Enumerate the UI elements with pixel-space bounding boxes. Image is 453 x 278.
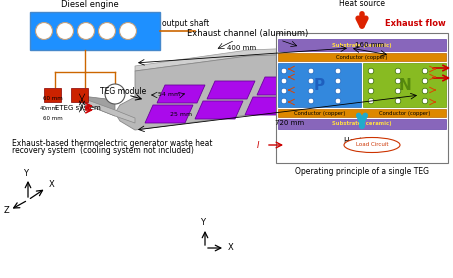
Text: Operating principle of a single TEG: Operating principle of a single TEG [295, 167, 429, 176]
Circle shape [105, 84, 125, 104]
Text: Heat Sink: Heat Sink [343, 137, 381, 146]
Polygon shape [115, 52, 425, 130]
Ellipse shape [344, 138, 400, 153]
Circle shape [98, 23, 116, 39]
Text: 160 mm: 160 mm [355, 42, 385, 48]
Polygon shape [157, 85, 205, 103]
Text: Exhaust channel (aluminum): Exhaust channel (aluminum) [188, 29, 308, 38]
Text: Y: Y [201, 218, 206, 227]
Bar [278, 53, 446, 61]
Bar [71, 88, 88, 102]
Bar [278, 63, 361, 107]
Circle shape [368, 68, 374, 74]
Text: Heat source: Heat source [339, 0, 385, 8]
Circle shape [335, 78, 341, 84]
Circle shape [120, 23, 136, 39]
Bar [278, 109, 446, 117]
Circle shape [281, 98, 287, 104]
Text: Load Circuit: Load Circuit [356, 143, 388, 148]
Bar [278, 39, 446, 51]
Bar [44, 88, 61, 102]
Circle shape [422, 88, 428, 94]
Circle shape [308, 88, 314, 94]
Text: Y: Y [24, 169, 29, 178]
Text: Exhaust-based thermoelectric generator waste heat: Exhaust-based thermoelectric generator w… [12, 139, 212, 148]
Polygon shape [390, 54, 425, 72]
Bar [363, 63, 446, 107]
Text: 720 mm: 720 mm [275, 120, 304, 126]
Bar [30, 12, 160, 50]
Text: Substrate (ceramic): Substrate (ceramic) [332, 121, 392, 126]
Circle shape [335, 68, 341, 74]
Text: recovery system  (cooling system not included): recovery system (cooling system not incl… [12, 146, 194, 155]
Polygon shape [245, 97, 293, 115]
Text: X: X [228, 244, 234, 252]
Text: 60 mm: 60 mm [43, 96, 63, 101]
Circle shape [281, 88, 287, 94]
Circle shape [422, 68, 428, 74]
Text: 40mm: 40mm [40, 105, 58, 110]
Polygon shape [207, 81, 255, 99]
Text: 25 mm: 25 mm [170, 111, 192, 116]
Circle shape [281, 68, 287, 74]
Polygon shape [307, 73, 355, 91]
Text: X: X [49, 180, 55, 189]
Circle shape [395, 98, 401, 104]
Bar [278, 119, 446, 129]
Polygon shape [257, 77, 305, 95]
Circle shape [77, 23, 95, 39]
Text: Z: Z [4, 206, 10, 215]
Circle shape [308, 98, 314, 104]
Circle shape [281, 78, 287, 84]
Text: output shaft: output shaft [162, 19, 209, 28]
Circle shape [35, 23, 53, 39]
Polygon shape [135, 46, 420, 71]
Polygon shape [420, 68, 425, 82]
Circle shape [335, 98, 341, 104]
Polygon shape [295, 93, 343, 111]
Text: Substrate (ceramic): Substrate (ceramic) [332, 43, 392, 48]
Polygon shape [195, 101, 243, 119]
Text: 400 mm: 400 mm [227, 45, 256, 51]
Circle shape [368, 88, 374, 94]
Polygon shape [82, 96, 115, 116]
Text: Conductor (copper): Conductor (copper) [336, 54, 388, 59]
Text: 54 mm: 54 mm [158, 93, 180, 98]
Text: Conductor (copper): Conductor (copper) [379, 110, 430, 115]
Text: Exhaust flow: Exhaust flow [385, 19, 445, 28]
Text: I: I [257, 140, 259, 150]
Circle shape [422, 98, 428, 104]
Text: 60 mm: 60 mm [43, 115, 63, 120]
Text: Diesel engine: Diesel engine [61, 0, 119, 9]
Polygon shape [145, 105, 193, 123]
Circle shape [308, 68, 314, 74]
Circle shape [395, 68, 401, 74]
Circle shape [57, 23, 73, 39]
Text: N: N [398, 78, 411, 93]
Text: ETEG system: ETEG system [55, 105, 101, 111]
Circle shape [308, 78, 314, 84]
Circle shape [335, 88, 341, 94]
Text: TEG module: TEG module [100, 86, 146, 96]
Circle shape [368, 78, 374, 84]
Text: Conductor (copper): Conductor (copper) [294, 110, 345, 115]
Circle shape [395, 88, 401, 94]
Polygon shape [82, 98, 135, 123]
Bar [276, 33, 448, 163]
Circle shape [368, 98, 374, 104]
Circle shape [395, 78, 401, 84]
Circle shape [422, 78, 428, 84]
Text: P: P [314, 78, 325, 93]
